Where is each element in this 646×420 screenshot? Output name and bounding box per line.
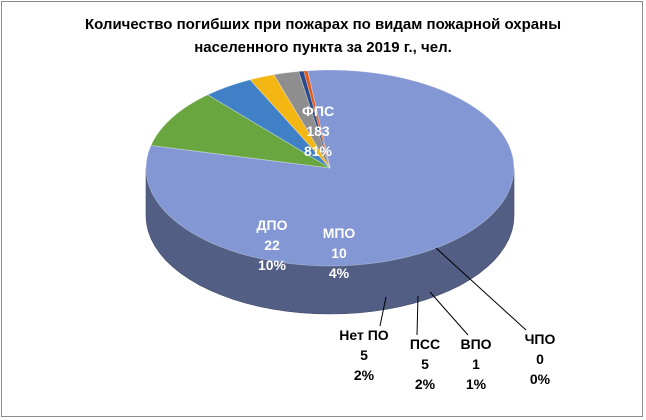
leader-line-7 bbox=[435, 247, 527, 331]
chart-title-line-2: населенного пункта за 2019 г., чел. bbox=[194, 39, 452, 56]
slice-top-2 bbox=[150, 94, 331, 169]
slice-label-name: ПСС bbox=[410, 336, 440, 352]
slice-label-5: ПСС 5 2% bbox=[410, 336, 440, 392]
slice-label-value: 0 bbox=[536, 351, 544, 367]
slice-label-7: ЧПО 0 0% bbox=[525, 331, 556, 387]
slice-label-value: 1 bbox=[472, 356, 480, 372]
slice-label-6: ВПО 1 1% bbox=[460, 336, 491, 392]
slice-label-percent: 0% bbox=[530, 371, 551, 387]
slice-top-3 bbox=[206, 79, 331, 169]
slice-label-3: МПО 10 4% bbox=[323, 225, 356, 281]
slice-label-4: Нет ПО 5 2% bbox=[339, 327, 389, 383]
slice-label-percent: 2% bbox=[415, 376, 436, 392]
leader-line-6 bbox=[429, 291, 469, 336]
slice-label-value: 5 bbox=[421, 356, 429, 372]
slice-top-1 bbox=[145, 69, 515, 267]
slice-label-2: ДПО 22 10% bbox=[257, 217, 288, 273]
slice-top-4 bbox=[249, 74, 331, 169]
slice-label-percent: 10% bbox=[258, 257, 287, 273]
slice-label-percent: 81% bbox=[304, 143, 333, 159]
slice-top-6 bbox=[298, 70, 331, 169]
slice-label-name: ДПО bbox=[257, 217, 288, 233]
slice-label-percent: 4% bbox=[329, 265, 350, 281]
pie-tops bbox=[145, 69, 515, 267]
leader-line-5 bbox=[416, 295, 419, 336]
leader-lines bbox=[379, 247, 527, 336]
slice-label-value: 183 bbox=[306, 123, 330, 139]
slice-label-percent: 2% bbox=[354, 367, 375, 383]
slice-label-name: МПО bbox=[323, 225, 356, 241]
slice-label-percent: 1% bbox=[466, 376, 487, 392]
slice-top-5 bbox=[273, 71, 331, 169]
slice-label-name: ЧПО bbox=[525, 331, 556, 347]
slice-label-name: Нет ПО bbox=[339, 327, 389, 343]
slice-label-value: 5 bbox=[360, 347, 368, 363]
chart-title: Количество погибших при пожарах по видам… bbox=[0, 13, 646, 59]
slice-label-value: 22 bbox=[264, 237, 280, 253]
chart-title-line-1: Количество погибших при пожарах по видам… bbox=[84, 16, 561, 33]
slice-label-name: ВПО bbox=[460, 336, 491, 352]
slice-label-name: ФПС bbox=[302, 103, 334, 119]
leader-line-4 bbox=[379, 296, 387, 327]
slice-top-7 bbox=[303, 70, 331, 169]
slice-label-value: 10 bbox=[331, 245, 347, 261]
slice-label-1: ФПС 183 81% bbox=[302, 103, 334, 159]
